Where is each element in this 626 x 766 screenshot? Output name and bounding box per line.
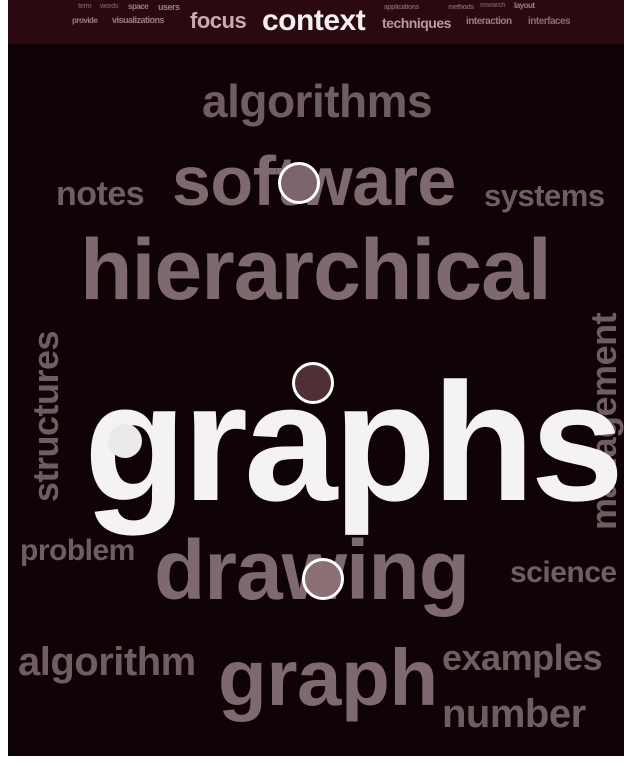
tag-number[interactable]: number: [442, 692, 586, 736]
tag-techniques[interactable]: techniques: [382, 15, 451, 31]
node-marker[interactable]: [302, 558, 344, 600]
tag-users[interactable]: users: [158, 2, 180, 12]
tag-focus[interactable]: focus: [190, 8, 247, 33]
node-marker[interactable]: [278, 162, 320, 204]
tag-notes[interactable]: notes: [56, 175, 145, 213]
tag-layout[interactable]: layout: [514, 1, 535, 10]
tag-interaction[interactable]: interaction: [466, 16, 512, 27]
tag-structures[interactable]: structures: [25, 330, 66, 502]
tag-visualizations[interactable]: visualizations: [112, 15, 165, 25]
node-marker[interactable]: [292, 362, 334, 404]
tag-problem[interactable]: problem: [20, 534, 135, 567]
tag-provide[interactable]: provide: [72, 16, 98, 25]
tag-applications[interactable]: applications: [384, 4, 419, 11]
tag-space[interactable]: space: [128, 2, 149, 11]
tag-cloud-canvas: term words space users provide visualiza…: [8, 0, 624, 756]
tag-examples[interactable]: examples: [442, 637, 603, 678]
context-bar: term words space users provide visualiza…: [8, 0, 624, 44]
tag-context[interactable]: context: [262, 4, 366, 37]
tag-hierarchical[interactable]: hierarchical: [80, 222, 552, 318]
tag-interfaces[interactable]: interfaces: [528, 16, 571, 27]
tag-graph[interactable]: graph: [218, 633, 438, 722]
tag-methods[interactable]: methods: [448, 4, 474, 11]
tag-words[interactable]: words: [100, 3, 119, 10]
tag-systems[interactable]: systems: [484, 178, 605, 213]
tag-algorithms[interactable]: algorithms: [202, 75, 433, 127]
tag-research[interactable]: research: [480, 2, 506, 9]
tag-science[interactable]: science: [510, 556, 617, 589]
tag-graphs[interactable]: graphs: [84, 348, 624, 536]
tag-algorithm[interactable]: algorithm: [18, 640, 196, 684]
focus-marker[interactable]: [108, 424, 142, 458]
tag-term[interactable]: term: [78, 3, 92, 10]
